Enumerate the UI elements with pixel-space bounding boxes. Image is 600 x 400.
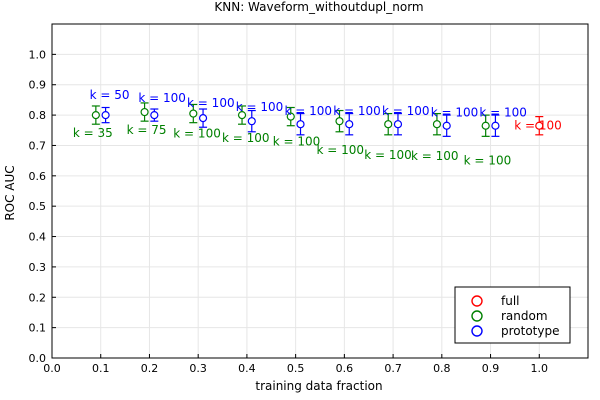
random-point-label: k = 100 xyxy=(316,143,364,157)
prototype-point-label: k = 100 xyxy=(187,96,235,110)
prototype-point xyxy=(247,117,256,126)
random-point-label: k = 100 xyxy=(411,149,459,163)
prototype-point-label: k = 100 xyxy=(285,104,333,118)
prototype-point-label: k = 100 xyxy=(236,100,284,114)
y-axis-label: ROC AUC xyxy=(3,165,17,220)
x-tick-label: 0.4 xyxy=(238,362,256,375)
random-point-label: k = 100 xyxy=(222,131,270,145)
legend-label-full: full xyxy=(501,294,520,308)
prototype-point xyxy=(345,120,354,129)
random-point-label: k = 100 xyxy=(364,148,412,162)
prototype-point xyxy=(393,120,403,129)
random-point xyxy=(481,121,490,130)
full-point-label: k = 100 xyxy=(514,119,562,133)
random-point xyxy=(335,117,344,126)
full-point xyxy=(535,121,544,130)
prototype-point xyxy=(150,110,159,120)
y-tick-label: 0.2 xyxy=(29,291,47,304)
series-random xyxy=(91,102,490,137)
random-point xyxy=(432,120,442,129)
random-point xyxy=(189,109,198,118)
x-tick-label: 0.9 xyxy=(482,362,500,375)
plot-frame xyxy=(51,23,589,359)
prototype-point xyxy=(491,121,500,130)
prototype-point-label: k = 100 xyxy=(138,91,186,105)
x-tick-label: 0.2 xyxy=(141,362,159,375)
random-point xyxy=(91,110,100,120)
x-tick-label: 0.5 xyxy=(287,362,305,375)
legend-marker-random xyxy=(471,310,483,322)
prototype-point xyxy=(442,121,451,130)
y-tick-label: 0.0 xyxy=(29,352,47,365)
y-tick-label: 0.8 xyxy=(29,109,47,122)
y-tick-label: 0.5 xyxy=(29,200,47,213)
prototype-point-label: k = 100 xyxy=(333,104,381,118)
series-full xyxy=(535,116,544,136)
y-tick-label: 1.0 xyxy=(29,48,47,61)
series-prototype xyxy=(101,106,500,137)
legend-marker-prototype xyxy=(471,325,483,337)
prototype-point xyxy=(198,114,208,123)
prototype-point-label: k = 100 xyxy=(479,106,527,120)
y-tick-label: 0.6 xyxy=(29,170,47,183)
random-point-label: k = 75 xyxy=(127,123,167,137)
x-axis-label: training data fraction xyxy=(255,379,382,393)
y-tick-label: 0.3 xyxy=(29,261,47,274)
x-tick-label: 0.0 xyxy=(43,362,61,375)
prototype-point xyxy=(296,120,305,129)
prototype-point-label: k = 100 xyxy=(382,104,430,118)
random-point xyxy=(140,107,149,117)
chart-title: KNN: Waveform_withoutdupl_norm xyxy=(214,0,423,14)
x-tick-label: 0.6 xyxy=(336,362,354,375)
random-point xyxy=(237,110,247,120)
prototype-point xyxy=(101,110,110,120)
y-tick-label: 0.9 xyxy=(29,79,47,92)
y-tick-label: 0.7 xyxy=(29,139,47,152)
random-point-label: k = 100 xyxy=(464,154,512,168)
prototype-point-label: k = 50 xyxy=(90,88,130,102)
y-tick-label: 0.1 xyxy=(29,322,47,335)
random-point-label: k = 100 xyxy=(273,135,321,149)
random-point-label: k = 35 xyxy=(73,126,113,140)
x-tick-label: 0.7 xyxy=(384,362,402,375)
legend-marker-full xyxy=(471,295,483,307)
x-tick-label: 0.8 xyxy=(433,362,451,375)
legend-label-random: random xyxy=(501,309,548,323)
y-tick-label: 0.4 xyxy=(29,231,47,244)
x-tick-label: 1.0 xyxy=(531,362,549,375)
random-point xyxy=(384,120,393,129)
random-point xyxy=(286,112,295,121)
x-tick-label: 0.1 xyxy=(92,362,110,375)
random-point-label: k = 100 xyxy=(173,127,221,141)
axis-ticks: 0.0 0.1 0.2 0.3 0.4 0.5 0.6 0.7 0.8 0.9 1.0 0.0 0.1 0… xyxy=(29,48,549,375)
data-marks xyxy=(91,102,544,137)
prototype-point-label: k = 100 xyxy=(431,106,479,120)
x-tick-label: 0.3 xyxy=(189,362,207,375)
legend-label-prototype: prototype xyxy=(501,324,559,338)
